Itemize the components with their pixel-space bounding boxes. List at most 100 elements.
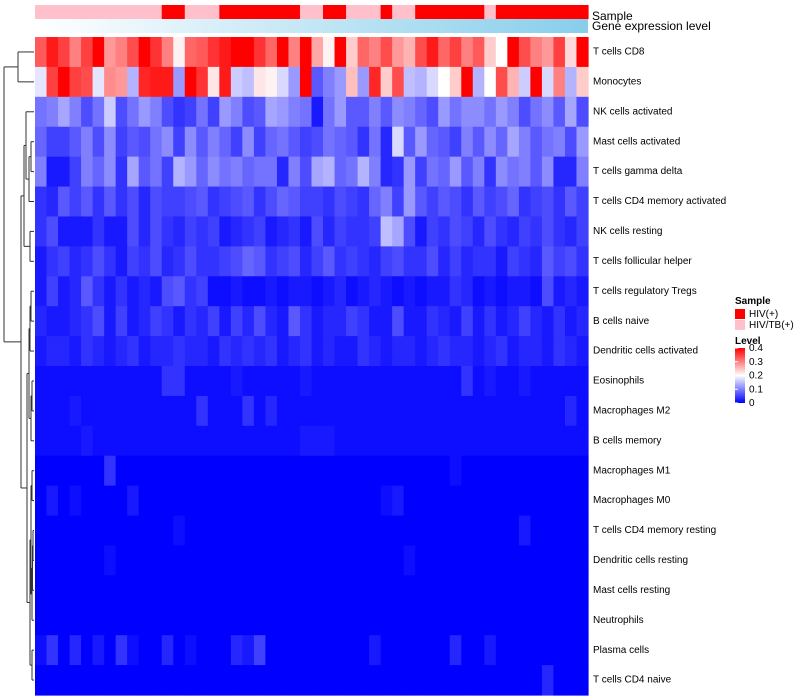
heatmap-cell <box>357 635 370 666</box>
heatmap-cell <box>161 605 174 636</box>
heatmap-cell <box>184 455 197 487</box>
heatmap-cell <box>253 306 267 337</box>
heatmap-cell <box>472 156 485 188</box>
heatmap-cell <box>472 66 485 98</box>
heatmap-cell <box>46 37 59 68</box>
heatmap-cell <box>184 276 197 307</box>
sample-annotation-track <box>35 5 589 19</box>
heatmap-cell <box>35 455 48 487</box>
heatmap-cell <box>553 545 566 576</box>
heatmap-cell <box>369 66 382 98</box>
heatmap-cell <box>530 186 543 218</box>
heatmap-cell <box>392 366 405 397</box>
heatmap-cell <box>346 455 359 487</box>
heatmap-cell <box>438 485 451 517</box>
heatmap-cell <box>369 545 382 576</box>
heatmap-cell <box>369 605 382 636</box>
heatmap-cell <box>35 276 48 307</box>
heatmap-cell <box>196 66 209 98</box>
heatmap-cell <box>438 635 451 666</box>
heatmap-cell <box>127 306 140 337</box>
heatmap-cell <box>115 665 128 696</box>
heatmap-cell <box>380 515 393 547</box>
heatmap-cell <box>484 306 497 337</box>
heatmap-cell <box>207 515 220 547</box>
heatmap-cell <box>461 575 474 606</box>
sample-annotation-cell <box>253 5 267 19</box>
heatmap-cell <box>92 96 105 128</box>
row-labels: T cells CD8 Monocytes NK cells activated Ma… <box>593 47 726 686</box>
heatmap-cell <box>518 665 531 696</box>
heatmap-cell <box>276 605 290 636</box>
heatmap-cell <box>541 635 555 666</box>
heatmap-cell <box>161 575 174 606</box>
heatmap-cell <box>69 37 82 68</box>
heatmap-cell <box>449 37 462 68</box>
heatmap-cell <box>576 605 589 636</box>
heatmap-cell <box>438 336 451 367</box>
heatmap-cell <box>403 455 416 487</box>
heatmap-cell <box>530 216 543 247</box>
heatmap-cell <box>265 605 278 636</box>
heatmap-cell <box>415 96 428 128</box>
heatmap-cell <box>207 336 220 367</box>
heatmap-cell <box>323 186 336 218</box>
heatmap-cell <box>138 246 151 277</box>
heatmap-cell <box>415 485 428 517</box>
heatmap-cell <box>426 66 439 98</box>
heatmap-cell <box>576 665 589 696</box>
heatmap-cell <box>150 455 163 487</box>
heatmap-cell <box>81 575 94 606</box>
sample-annotation-cell <box>184 5 197 19</box>
heatmap-cell <box>518 425 531 457</box>
heatmap-cell <box>438 665 451 696</box>
heatmap-cell <box>58 156 71 188</box>
heatmap-cell <box>35 545 48 576</box>
heatmap-cell <box>484 635 497 666</box>
heatmap-cell <box>553 246 566 277</box>
heatmap-cell <box>196 336 209 367</box>
heatmap-cell <box>58 336 71 367</box>
heatmap-cell <box>35 37 48 68</box>
heatmap-cell <box>530 37 543 68</box>
heatmap-cell <box>196 455 209 487</box>
heatmap-cell <box>138 156 151 188</box>
heatmap-cell <box>426 395 439 427</box>
heatmap-cell <box>357 366 370 397</box>
heatmap-cell <box>288 635 301 666</box>
heatmap-cell <box>138 96 151 128</box>
heatmap-cell <box>81 336 94 367</box>
row-label: T cells gamma delta <box>593 166 683 177</box>
heatmap-cell <box>518 186 531 218</box>
heatmap-cell <box>415 366 428 397</box>
heatmap-cell <box>253 605 267 636</box>
heatmap-cell <box>403 156 416 188</box>
heatmap-cell <box>184 575 197 606</box>
heatmap-cell <box>403 96 416 128</box>
heatmap-cell <box>58 455 71 487</box>
heatmap-cell <box>369 246 382 277</box>
heatmap-cell <box>346 66 359 98</box>
heatmap-cell <box>207 605 220 636</box>
sample-annotation-cell <box>415 5 428 19</box>
heatmap-cell <box>253 395 267 427</box>
sample-annotation-cell <box>138 5 151 19</box>
heatmap-cell <box>438 605 451 636</box>
heatmap-cell <box>380 336 393 367</box>
heatmap-cell <box>323 126 336 158</box>
heatmap-cell <box>323 306 336 337</box>
heatmap-cell <box>69 96 82 128</box>
heatmap-cell <box>58 276 71 307</box>
heatmap-cell <box>346 515 359 547</box>
heatmap-cell <box>58 665 71 696</box>
heatmap-cell <box>530 665 543 696</box>
heatmap-cell <box>323 665 336 696</box>
heatmap-cell <box>115 216 128 247</box>
heatmap-cell <box>346 545 359 576</box>
heatmap-cell <box>127 425 140 457</box>
heatmap-cell <box>230 605 243 636</box>
heatmap-cell <box>415 665 428 696</box>
heatmap-cell <box>265 545 278 576</box>
heatmap-cell <box>438 575 451 606</box>
heatmap-cell <box>253 276 267 307</box>
